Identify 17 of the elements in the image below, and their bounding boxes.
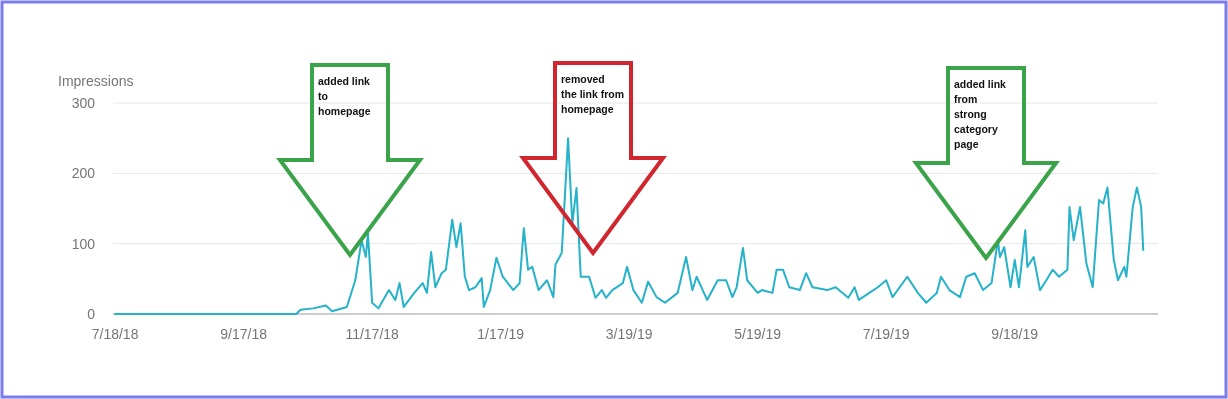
- annotation: added link from strong category page: [954, 78, 1007, 150]
- x-tick-label: 5/19/19: [734, 326, 782, 342]
- annotation: added link to homepage: [318, 75, 371, 117]
- line-series: [114, 137, 1145, 315]
- y-tick-label: 0: [87, 305, 96, 322]
- x-tick-label: 3/19/19: [605, 326, 653, 342]
- x-tick-label: 7/19/19: [862, 326, 910, 342]
- x-tick-label: 9/18/19: [991, 326, 1039, 342]
- y-tick-label: 100: [71, 235, 96, 252]
- x-tick-label: 1/17/19: [477, 326, 525, 342]
- x-tick-label: 11/17/18: [345, 326, 400, 342]
- x-tick-label: 7/18/18: [91, 326, 139, 342]
- y-axis-title: Impressions: [58, 73, 134, 89]
- x-tick-label: 9/17/18: [220, 326, 268, 342]
- y-tick-label: 300: [71, 94, 96, 111]
- annotation: removed the link from homepage: [561, 73, 625, 115]
- y-tick-label: 200: [71, 165, 96, 182]
